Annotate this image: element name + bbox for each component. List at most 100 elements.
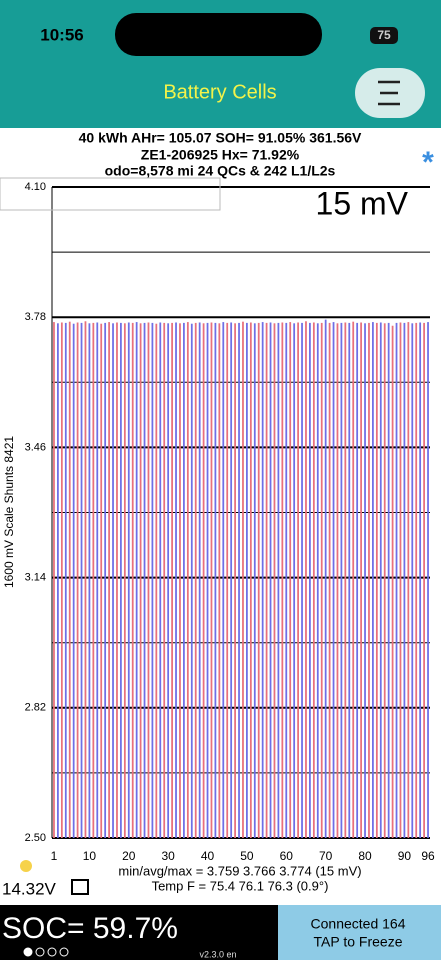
- bar: [332, 322, 335, 838]
- calendar-icon[interactable]: [71, 879, 89, 895]
- y-tick-label: 2.50: [25, 832, 46, 844]
- bar: [281, 322, 284, 838]
- bar: [324, 319, 327, 838]
- connection-panel[interactable]: [278, 905, 441, 960]
- bar: [372, 322, 374, 838]
- bar: [340, 322, 343, 838]
- clock: 10:56: [40, 25, 83, 44]
- bar: [88, 323, 91, 839]
- bar: [206, 322, 209, 838]
- bar: [368, 322, 370, 838]
- x-tick-label: 90: [398, 849, 412, 863]
- x-tick-label: 20: [122, 849, 136, 863]
- bar: [265, 322, 268, 838]
- bar: [139, 323, 142, 839]
- plot[interactable]: 4.10 3.78 3.46 3.14 2.82 2.50 1 10 20 30 40 50 60 70 8…: [25, 181, 435, 863]
- bar: [147, 322, 150, 838]
- bar: [411, 323, 414, 839]
- x-tick-label: 50: [240, 849, 254, 863]
- bar: [293, 323, 296, 839]
- bar: [222, 322, 225, 838]
- bar: [344, 322, 347, 838]
- bar: [53, 322, 55, 838]
- bar: [379, 322, 382, 838]
- bar: [289, 322, 292, 838]
- bar: [312, 322, 315, 838]
- bar: [112, 323, 114, 839]
- bar: [234, 323, 236, 839]
- bar: [64, 322, 67, 838]
- bar: [167, 323, 170, 839]
- x-tick-label: 10: [83, 849, 97, 863]
- marker[interactable]: *: [422, 146, 434, 179]
- aux-voltage: 14.32V: [2, 879, 57, 898]
- bar: [249, 322, 252, 838]
- bar: [391, 325, 394, 838]
- menu-button[interactable]: [355, 68, 425, 118]
- bar: [143, 322, 146, 838]
- x-tick-label: 70: [319, 849, 333, 863]
- info-line: ZE1-206925 Hx= 71.92%: [141, 147, 300, 163]
- bar: [395, 322, 398, 838]
- soc-panel: [0, 905, 278, 960]
- bar: [375, 322, 378, 838]
- temperature: Temp F = 75.4 76.1 76.3 (0.9°): [152, 878, 329, 893]
- battery-level: 75: [377, 28, 391, 42]
- bar: [399, 322, 402, 838]
- bar: [423, 322, 425, 838]
- bar: [360, 322, 362, 838]
- bar: [253, 323, 256, 839]
- bar: [135, 322, 138, 838]
- bar: [348, 322, 351, 838]
- bar: [57, 323, 59, 839]
- bar: [364, 323, 366, 839]
- bar: [60, 322, 63, 838]
- info-line: odo=8,578 mi 24 QCs & 242 L1/L2s: [105, 163, 336, 179]
- bar: [175, 322, 177, 838]
- bar: [72, 323, 75, 839]
- x-tick-label: 30: [161, 849, 175, 863]
- freeze-hint[interactable]: TAP to Freeze: [314, 934, 403, 950]
- bar: [80, 322, 83, 838]
- bar: [214, 322, 217, 838]
- bar: [261, 322, 264, 838]
- bar: [96, 322, 99, 838]
- bar: [100, 323, 103, 839]
- bar: [127, 322, 130, 838]
- bar: [277, 322, 280, 838]
- bar: [230, 322, 233, 838]
- y-tick-label: 3.14: [25, 572, 46, 584]
- bar: [186, 322, 189, 838]
- bar: [194, 322, 197, 838]
- bar: [183, 322, 185, 838]
- y-tick-label: 2.82: [25, 702, 46, 714]
- bar: [415, 322, 418, 838]
- bar: [151, 322, 154, 838]
- bar: [356, 322, 359, 838]
- bar: [84, 321, 87, 838]
- bar: [242, 321, 244, 838]
- bar: [68, 321, 71, 838]
- bar: [246, 322, 248, 838]
- bar: [403, 322, 406, 838]
- scale-annotation: 15 mV: [316, 185, 409, 221]
- y-tick-label: 4.10: [25, 181, 46, 193]
- y-axis-label: 1600 mV Scale Shunts 8421: [2, 436, 16, 588]
- bar: [76, 322, 79, 838]
- bar: [120, 322, 122, 838]
- bar: [297, 322, 299, 838]
- x-tick-label: 40: [201, 849, 215, 863]
- bar: [198, 322, 201, 838]
- x-tick-label: 60: [280, 849, 294, 863]
- bar: [305, 321, 307, 838]
- bar: [352, 321, 355, 838]
- bar: [190, 323, 193, 839]
- bar: [316, 323, 319, 839]
- bulb-icon[interactable]: [20, 860, 32, 872]
- bar: [320, 322, 323, 838]
- page-dots: [23, 947, 69, 957]
- bar: [419, 322, 422, 838]
- bar: [387, 322, 390, 838]
- bar: [285, 322, 288, 838]
